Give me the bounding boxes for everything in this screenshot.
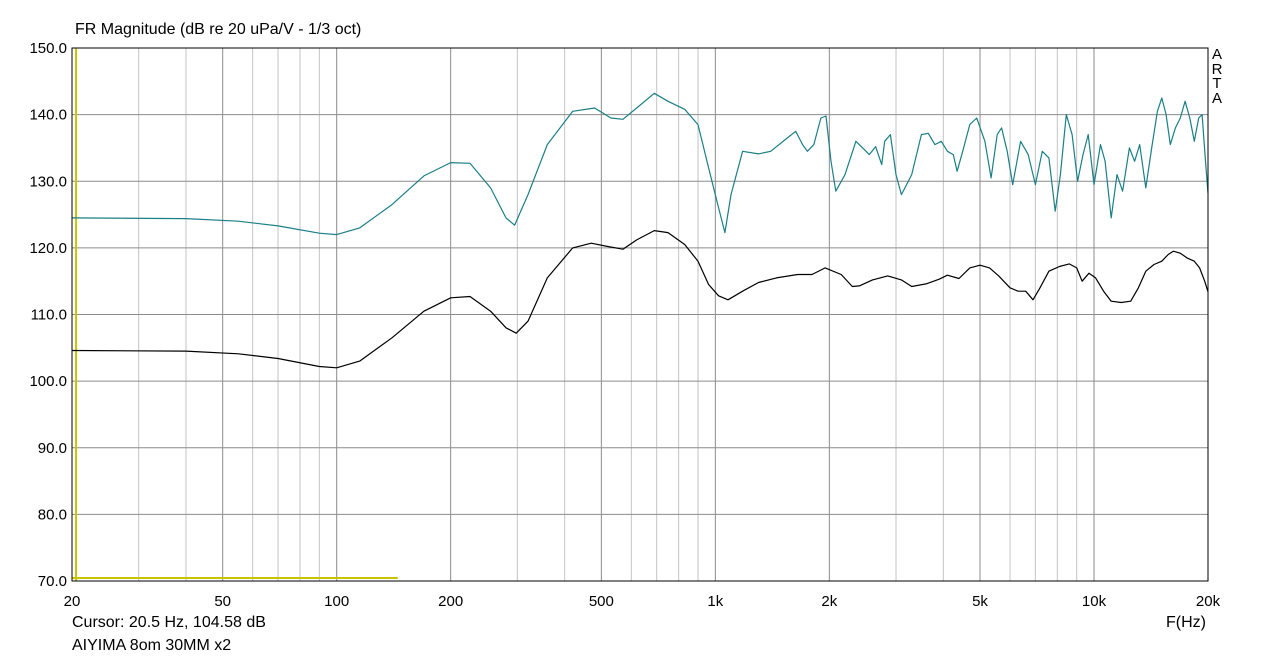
series-lines (71, 92, 1209, 369)
x-tick-label: 5k (972, 593, 988, 610)
y-tick-label: 130.0 (29, 173, 67, 190)
measurement-label: AIYIMA 8om 30MM x2 (72, 637, 232, 654)
y-tick-label: 140.0 (29, 107, 67, 124)
y-tick-labels: 150.0 140.0 130.0 120.0 110.0 100.0 90.0 80.0 70… (29, 40, 67, 590)
grid-lines (72, 48, 1208, 581)
y-tick-label: 100.0 (29, 373, 67, 390)
chart-title: FR Magnitude (dB re 20 uPa/V - 1/3 oct) (75, 21, 362, 38)
x-tick-label: 200 (438, 593, 463, 610)
series-line-2 (71, 230, 1209, 369)
series-line-1 (71, 92, 1209, 236)
brand-letter: A (1211, 89, 1222, 107)
y-tick-label: 120.0 (29, 240, 67, 257)
y-tick-label: 90.0 (38, 440, 67, 457)
x-axis-label: F(Hz) (1166, 614, 1206, 631)
x-tick-label: 20k (1196, 593, 1221, 610)
x-tick-label: 500 (589, 593, 614, 610)
cursor-markers (72, 48, 398, 581)
brand-letter: T (1212, 75, 1222, 92)
y-tick-label: 70.0 (38, 573, 67, 590)
x-tick-label: 100 (324, 593, 349, 610)
cursor-readout: Cursor: 20.5 Hz, 104.58 dB (72, 614, 266, 631)
x-tick-label: 2k (821, 593, 837, 610)
arta-brand-label: A R T A (1211, 46, 1223, 107)
brand-letter: R (1211, 60, 1223, 78)
plot-frame (71, 47, 1209, 582)
y-tick-label: 150.0 (29, 40, 67, 57)
x-tick-label: 20 (64, 593, 81, 610)
x-tick-label: 1k (707, 593, 723, 610)
y-tick-label: 80.0 (38, 506, 67, 523)
x-tick-labels: 20 50 100 200 500 1k 2k 5k 10k 20k (64, 593, 1221, 610)
brand-letter: A (1211, 46, 1222, 63)
y-tick-label: 110.0 (31, 307, 67, 324)
x-tick-label: 50 (214, 593, 231, 610)
x-tick-label: 10k (1082, 593, 1107, 610)
